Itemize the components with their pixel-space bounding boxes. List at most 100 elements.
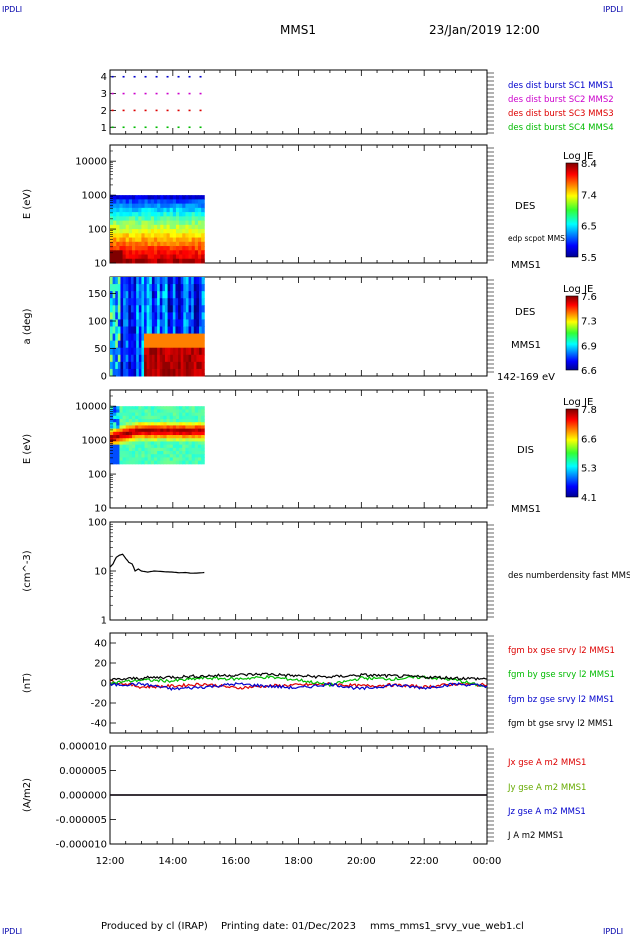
des-energy-panel-cell — [119, 224, 124, 230]
des-energy-panel-cell — [125, 220, 130, 226]
dis-energy-panel-cell — [201, 435, 205, 439]
dis-energy-panel-cell — [163, 444, 168, 449]
dis-energy-panel-cell — [179, 441, 183, 446]
des-energy-panel-cell — [179, 212, 183, 217]
des-energy-panel-cell — [147, 254, 152, 260]
des-energy-panel-cell — [150, 203, 155, 209]
des-pitch-panel-cell — [117, 368, 121, 377]
des-pitch-panel-cell — [112, 361, 116, 370]
dis-energy-panel-cell — [179, 451, 183, 455]
dis-energy-panel-cell — [188, 428, 193, 433]
des-pitch-panel-cell — [157, 298, 161, 306]
dis-energy-panel-cell — [128, 444, 133, 449]
dis-energy-panel-cell — [166, 447, 171, 452]
des-energy-panel-cell — [141, 254, 146, 260]
des-energy-panel-cell — [128, 246, 133, 251]
des-energy-panel-cell — [169, 229, 174, 234]
des-pitch-panel-cell — [193, 326, 197, 335]
des-energy-panel-cell — [169, 199, 174, 205]
des-energy-panel-cell — [201, 203, 205, 209]
des-energy-panel-cell — [122, 207, 127, 213]
des-pitch-panel-cell — [178, 326, 182, 335]
des-energy-panel-cell — [131, 229, 136, 234]
des-pitch-panel-cell — [178, 284, 182, 292]
current-panel-y-tick-label: -0.000005 — [56, 815, 107, 826]
des-pitch-panel-cell — [112, 368, 116, 377]
des-pitch-panel-cell — [146, 312, 150, 320]
des-pitch-panel-cell — [185, 319, 190, 327]
des-pitch-panel-cell — [149, 340, 153, 349]
dis-energy-panel-cell — [110, 415, 114, 420]
dis-energy-panel-cell — [128, 412, 133, 417]
burst-panel-burst-mark — [166, 75, 169, 78]
des-pitch-panel-cell — [120, 354, 124, 363]
dis-energy-panel-cell — [175, 460, 180, 465]
fgm-panel-frame — [109, 632, 488, 734]
dis-energy-panel-cell — [194, 409, 199, 414]
des-energy-panel-cell — [163, 199, 168, 205]
des-pitch-panel-cell — [157, 368, 161, 377]
des-energy-panel-cell — [138, 246, 142, 251]
des-energy-panel-cell — [188, 246, 193, 251]
des-energy-panel-cell — [135, 237, 139, 243]
des-energy-panel-cell — [194, 203, 199, 209]
des-pitch-panel-cell — [193, 361, 197, 370]
des-pitch-panel-cell — [201, 340, 205, 349]
des-energy-panel-cell — [119, 203, 124, 209]
des-pitch-panel-cell — [125, 277, 129, 285]
dis-energy-panel-cell — [175, 435, 180, 439]
des-energy-panel-cell — [194, 220, 199, 226]
des-pitch-panel-cell — [170, 298, 174, 306]
des-energy-panel-cell — [116, 237, 120, 243]
current-panel-ylabel: (A/m2) — [22, 778, 33, 812]
dis-energy-panel-cell — [157, 460, 161, 465]
des-pitch-panel-cell — [123, 368, 127, 377]
des-pitch-panel-cell — [144, 354, 148, 363]
des-energy-panel-cell — [188, 199, 193, 205]
dis-energy-panel-cell — [172, 447, 177, 452]
footer-corner-left: IPDLI — [2, 927, 22, 934]
dis-energy-panel-cell — [150, 412, 155, 417]
des-energy-panel-cell — [182, 212, 186, 217]
corner-label-left: IPDLI — [2, 5, 22, 14]
des-energy-panel-cell — [182, 207, 186, 213]
des-pitch-panel-cell — [193, 340, 197, 349]
des-pitch-panel-cell — [164, 361, 169, 370]
des-energy-panel-cell — [185, 216, 190, 222]
des-energy-panel-cell — [131, 241, 136, 247]
dis-energy-panel-side-label: MMS1 — [511, 504, 541, 515]
dis-energy-panel-cell — [182, 457, 186, 462]
des-pitch-panel-cell — [164, 319, 169, 327]
dis-energy-panel-cell — [119, 428, 124, 433]
des-energy-panel-cell — [157, 233, 161, 239]
burst-panel-burst-mark — [122, 126, 125, 129]
des-energy-panel-cell — [150, 246, 155, 251]
des-pitch-panel-cell — [180, 312, 184, 320]
des-pitch-panel-cell — [117, 333, 121, 342]
des-pitch-panel-cell — [188, 277, 192, 285]
dis-energy-panel-cell — [185, 447, 190, 452]
des-pitch-panel-cell — [157, 347, 161, 356]
des-energy-panel-cell — [125, 216, 130, 222]
des-energy-panel-cell — [160, 258, 164, 264]
des-energy-panel-cell — [125, 233, 130, 239]
dis-energy-panel-cell — [188, 422, 193, 426]
des-energy-panel-cell — [138, 212, 142, 217]
des-energy-panel-cell — [157, 250, 161, 256]
des-energy-panel-cell — [122, 224, 127, 230]
des-pitch-panel-cell — [172, 340, 176, 349]
des-pitch-panel-cell — [183, 291, 187, 299]
des-pitch-panel-cell — [144, 340, 148, 349]
des-energy-panel-cell — [153, 224, 158, 230]
des-pitch-panel-cell — [185, 305, 190, 313]
des-pitch-panel-cell — [117, 291, 121, 299]
des-pitch-panel-cell — [144, 291, 148, 299]
burst-panel-legend-label: des dist burst SC4 MMS4 — [508, 123, 614, 133]
des-energy-panel-cell — [113, 229, 117, 234]
dis-energy-panel-cell — [131, 425, 136, 430]
density-panel-series-line — [109, 553, 205, 574]
des-energy-panel-cell — [201, 224, 205, 230]
dis-energy-panel-cell — [188, 406, 193, 410]
dis-energy-panel-cell — [110, 419, 114, 423]
des-pitch-panel-cell — [110, 333, 114, 342]
